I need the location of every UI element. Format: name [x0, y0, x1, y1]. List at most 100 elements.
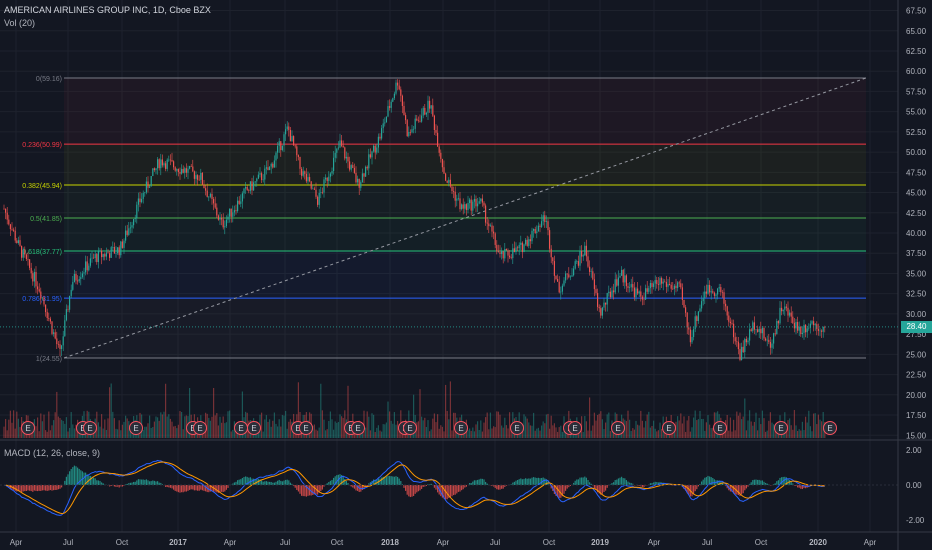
volume-bar [693, 417, 695, 438]
earnings-marker[interactable]: E [193, 421, 207, 435]
candle-body [110, 247, 112, 258]
earnings-marker-label: E [615, 424, 620, 433]
macd-histogram-bar [197, 485, 199, 491]
macd-histogram-bar [94, 478, 96, 485]
macd-histogram-bar [413, 485, 415, 496]
time-axis-label: Apr [10, 538, 23, 547]
volume-bar [323, 419, 325, 438]
earnings-marker[interactable]: E [823, 421, 837, 435]
volume-bar [209, 420, 211, 438]
macd-histogram-bar [29, 485, 31, 491]
candle-body [382, 123, 384, 129]
macd-histogram-bar [304, 485, 306, 497]
macd-tick-label: 2.00 [906, 446, 922, 455]
candle-body [325, 177, 327, 180]
earnings-marker[interactable]: E [662, 421, 676, 435]
volume-bar [587, 430, 589, 438]
symbol-title[interactable]: AMERICAN AIRLINES GROUP INC, 1D, Cboe BZ… [4, 5, 211, 15]
volume-bar [165, 383, 167, 438]
volume-bar [120, 430, 122, 438]
macd-histogram-bar [35, 485, 37, 491]
volume-bar [432, 418, 434, 438]
earnings-marker[interactable]: E [299, 421, 313, 435]
macd-histogram-bar [605, 485, 607, 491]
earnings-marker[interactable]: E [774, 421, 788, 435]
earnings-marker[interactable]: E [568, 421, 582, 435]
volume-bar [633, 429, 635, 438]
volume-bar [339, 414, 341, 438]
earnings-marker-label: E [25, 424, 30, 433]
volume-bar [491, 428, 493, 438]
earnings-marker[interactable]: E [21, 421, 35, 435]
candle-body [185, 168, 187, 173]
volume-bar [8, 419, 10, 438]
candle-body [469, 199, 471, 203]
candle-body [576, 261, 578, 262]
candle-body [243, 188, 245, 194]
candle-body [413, 128, 415, 130]
time-axis-label: Apr [648, 538, 661, 547]
candle-body [326, 177, 328, 182]
earnings-marker[interactable]: E [129, 421, 143, 435]
volume-bar [448, 419, 450, 438]
candle-body [800, 326, 802, 335]
volume-bar [749, 410, 751, 438]
macd-histogram-bar [384, 476, 386, 485]
macd-histogram-bar [520, 478, 522, 485]
fibonacci-retracement[interactable]: 0(59.16) 0.236(50.99) 0.382(45.94) 0.5(41.8… [22, 76, 866, 363]
macd-histogram-bar [347, 482, 349, 485]
volume-bar [709, 424, 711, 438]
macd-histogram-bar [584, 476, 586, 485]
volume-bar [552, 425, 554, 438]
volume-bar [553, 423, 555, 438]
earnings-marker[interactable]: E [247, 421, 261, 435]
earnings-marker[interactable]: E [713, 421, 727, 435]
volume-bar [107, 418, 109, 438]
earnings-marker[interactable]: E [83, 421, 97, 435]
candle-body [168, 159, 170, 161]
candle-body [653, 283, 655, 287]
macd-histogram-bar [102, 483, 104, 485]
candle-body [224, 226, 226, 228]
earnings-marker-circle [454, 421, 468, 435]
earnings-marker[interactable]: E [351, 421, 365, 435]
candle-body [33, 271, 35, 282]
macd-histogram-bar [56, 485, 58, 490]
earnings-marker[interactable]: E [234, 421, 248, 435]
earnings-markers[interactable]: EEEEEEEEEEEEEEEEEEEEEEE [21, 421, 837, 435]
earnings-marker-circle [193, 421, 207, 435]
volume-bar [472, 427, 474, 438]
candle-body [411, 129, 413, 133]
candle-body [573, 268, 575, 276]
macd-histogram-bar [537, 477, 539, 485]
earnings-marker[interactable]: E [454, 421, 468, 435]
candle-body [624, 275, 626, 283]
volume-bar [533, 412, 535, 438]
earnings-marker[interactable]: E [510, 421, 524, 435]
candle-body [713, 292, 715, 296]
macd-histogram-bar [142, 479, 144, 485]
macd-histogram-bar [141, 479, 143, 485]
volume-indicator-label[interactable]: Vol (20) [4, 18, 36, 28]
candle-body [637, 288, 639, 294]
candle-body [253, 182, 255, 191]
earnings-marker[interactable]: E [403, 421, 417, 435]
volume-bar [222, 416, 224, 438]
volume-bar [637, 424, 639, 438]
volume-bar [368, 416, 370, 438]
volume-bar [45, 430, 47, 438]
candle-body [622, 269, 624, 283]
volume-bar [601, 419, 603, 438]
earnings-marker[interactable]: E [611, 421, 625, 435]
volume-bar [389, 411, 391, 438]
volume-bar [168, 414, 170, 438]
macd-histogram-bar [525, 478, 527, 485]
volume-bar [419, 389, 421, 438]
macd-indicator-label[interactable]: MACD (12, 26, close, 9) [4, 448, 101, 458]
candle-body [809, 323, 811, 328]
volume-bar [221, 422, 223, 438]
macd-histogram-bar [598, 485, 600, 494]
volume-bar [531, 425, 533, 438]
macd-histogram-bar [454, 485, 456, 495]
